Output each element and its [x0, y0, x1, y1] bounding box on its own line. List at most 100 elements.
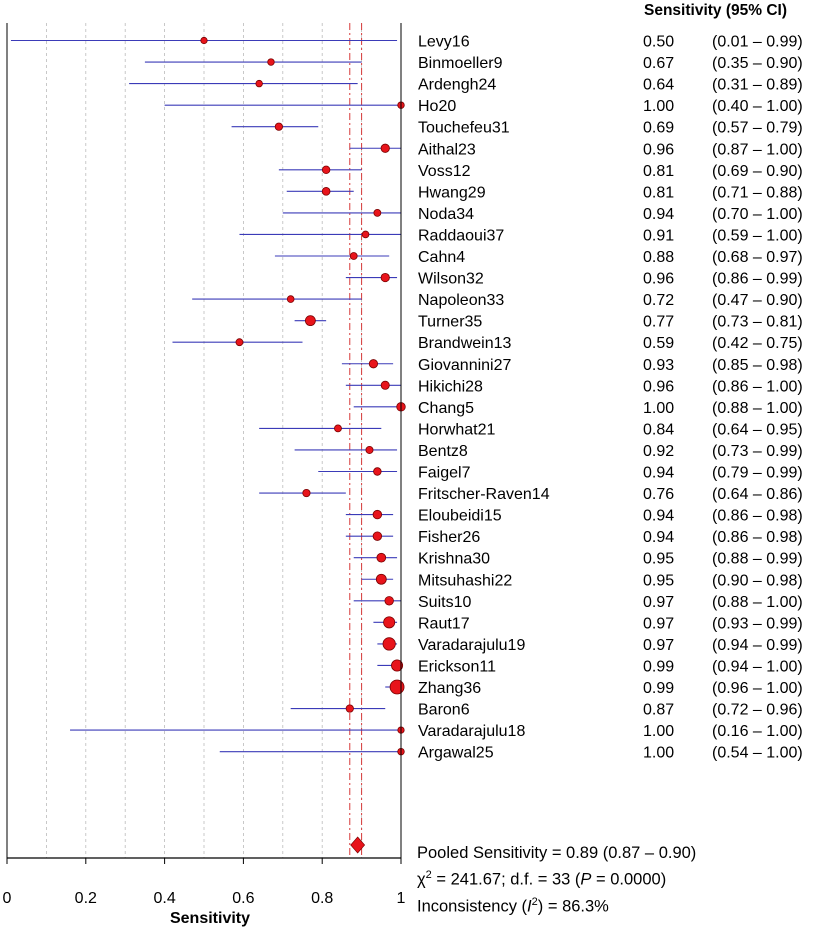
point-estimate [383, 616, 396, 629]
x-tick-label: 0.2 [75, 890, 97, 907]
point-estimate [373, 467, 382, 476]
study-name: Mitsuhashi22 [418, 572, 512, 589]
study-name: Wilson32 [418, 271, 484, 288]
study-estimate: 0.97 [643, 637, 674, 654]
grid-lines [46, 23, 363, 858]
study-name: Binmoeller9 [418, 55, 503, 72]
study-ci: (0.90 – 0.98) [712, 572, 803, 589]
study-ci: (0.68 – 0.97) [712, 249, 803, 266]
study-name: Touchefeu31 [418, 120, 510, 137]
point-estimate [286, 295, 295, 303]
point-estimate [376, 552, 387, 563]
study-estimate: 0.96 [643, 271, 674, 288]
study-estimate: 0.94 [643, 206, 674, 223]
x-tick-label: 0 [3, 890, 12, 907]
point-estimate [200, 36, 208, 45]
point-estimate [373, 208, 382, 217]
point-estimate [334, 424, 342, 433]
study-estimate: 0.81 [643, 184, 674, 201]
study-estimate: 0.92 [643, 443, 674, 460]
study-ci: (0.42 – 0.75) [712, 335, 803, 352]
point-estimate [391, 659, 404, 672]
point-estimate [361, 230, 370, 239]
study-ci: (0.85 – 0.98) [712, 357, 803, 374]
study-name: Giovannini27 [418, 357, 512, 374]
summary-stats: Pooled Sensitivity = 0.89 (0.87 – 0.90) … [417, 842, 696, 917]
study-ci: (0.72 – 0.96) [712, 702, 803, 719]
study-estimate: 1.00 [643, 723, 674, 740]
x-axis-label: Sensitivity [170, 910, 250, 927]
x-tick-label: 0.6 [232, 890, 254, 907]
study-name: Fisher26 [418, 529, 480, 546]
study-name: Hikichi28 [418, 378, 483, 395]
study-name: Ho20 [418, 98, 456, 115]
point-estimate [372, 531, 383, 541]
study-estimate: 0.59 [643, 335, 674, 352]
point-estimate [235, 338, 244, 347]
point-estimate [302, 488, 311, 498]
point-estimate [255, 79, 263, 88]
study-ci: (0.88 – 1.00) [712, 400, 803, 417]
study-name: Cahn4 [418, 249, 465, 266]
point-estimate [368, 359, 379, 369]
study-name: Faigel7 [418, 465, 471, 482]
point-estimate [375, 573, 387, 585]
x-ticks: 0 0.2 0.4 0.6 0.8 1 [3, 858, 406, 907]
study-ci: (0.88 – 0.99) [712, 551, 803, 568]
study-name: Eloubeidi15 [418, 508, 502, 525]
pooled-ci-lines [349, 23, 363, 858]
study-ci: (0.31 – 0.89) [712, 77, 803, 94]
study-name: Noda34 [418, 206, 474, 223]
study-ci: (0.87 – 1.00) [712, 141, 803, 158]
study-ci: (0.54 – 1.00) [712, 745, 803, 762]
study-estimate: 0.72 [643, 292, 674, 309]
study-ci: (0.71 – 0.88) [712, 184, 803, 201]
study-name: Turner35 [418, 314, 482, 331]
inconsistency-text: Inconsistency (I2) = 86.3% [417, 895, 609, 916]
study-ci: (0.69 – 0.90) [712, 163, 803, 180]
study-ci: (0.86 – 1.00) [712, 378, 803, 395]
study-ci: (0.64 – 0.86) [712, 486, 803, 503]
study-ci: (0.64 – 0.95) [712, 421, 803, 438]
study-name: Zhang36 [418, 680, 481, 697]
study-ci: (0.86 – 0.98) [712, 508, 803, 525]
study-ci: (0.94 – 0.99) [712, 637, 803, 654]
study-estimate: 0.81 [643, 163, 674, 180]
study-ci: (0.59 – 1.00) [712, 227, 803, 244]
study-estimate: 0.95 [643, 572, 674, 589]
study-estimate: 1.00 [643, 745, 674, 762]
study-ci: (0.86 – 0.99) [712, 271, 803, 288]
study-ci: (0.86 – 0.98) [712, 529, 803, 546]
study-estimate: 0.99 [643, 680, 674, 697]
study-estimate: 0.87 [643, 702, 674, 719]
study-estimate: 0.91 [643, 227, 674, 244]
study-name: Erickson11 [418, 658, 496, 675]
point-estimate [389, 679, 405, 695]
point-estimate [349, 252, 358, 260]
study-estimate: 0.88 [643, 249, 674, 266]
study-name: Napoleon33 [418, 292, 504, 309]
x-tick-label: 0.4 [153, 890, 175, 907]
study-ci: (0.40 – 1.00) [712, 98, 803, 115]
study-ci: (0.47 – 0.90) [712, 292, 803, 309]
study-ci: (0.01 – 0.99) [712, 34, 803, 51]
study-estimate: 0.94 [643, 529, 674, 546]
study-name: Levy16 [418, 34, 470, 51]
x-tick-label: 1 [397, 890, 406, 907]
point-estimate [380, 143, 390, 153]
study-name: Suits10 [418, 594, 471, 611]
point-estimate [384, 596, 394, 606]
x-tick-label: 0.8 [311, 890, 333, 907]
pooled-sensitivity-text: Pooled Sensitivity = 0.89 (0.87 – 0.90) [417, 844, 697, 862]
study-name: Varadarajulu19 [418, 637, 525, 654]
point-estimate [380, 380, 390, 390]
study-ci: (0.96 – 1.00) [712, 680, 803, 697]
chi-square-text: χ2 = 241.67; d.f. = 33 (P = 0.0000) [417, 869, 667, 889]
study-estimate: 0.96 [643, 141, 674, 158]
point-estimate [382, 637, 396, 651]
study-name: Argawal25 [418, 745, 494, 762]
study-estimate: 0.96 [643, 378, 674, 395]
study-name: Brandwein13 [418, 335, 512, 352]
study-ci: (0.57 – 0.79) [712, 120, 803, 137]
